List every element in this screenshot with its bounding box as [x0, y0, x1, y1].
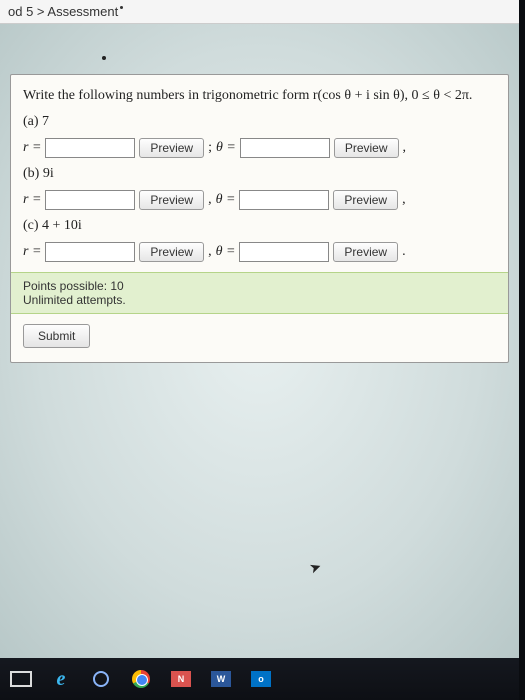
cursor-icon: ➤: [307, 559, 324, 579]
r-label: r =: [23, 244, 41, 260]
task-view-icon[interactable]: [8, 666, 34, 692]
screen-area: od 5 > Assessment Write the following nu…: [0, 0, 519, 658]
answer-row: r = Preview , θ = Preview .: [11, 238, 508, 266]
submit-area: Submit: [11, 314, 508, 362]
cortana-icon[interactable]: [88, 666, 114, 692]
r-input[interactable]: [45, 242, 135, 262]
trail: ,: [403, 140, 407, 156]
theta-input[interactable]: [239, 190, 329, 210]
separator: ;: [208, 140, 212, 156]
trail: .: [402, 244, 406, 260]
r-input[interactable]: [45, 138, 135, 158]
points-possible: Points possible: 10: [23, 279, 496, 293]
theta-label: θ =: [216, 192, 236, 208]
part-label: (b) 9i: [11, 162, 508, 186]
preview-button[interactable]: Preview: [139, 138, 204, 158]
preview-button[interactable]: Preview: [333, 190, 398, 210]
part-label: (c) 4 + 10i: [11, 214, 508, 238]
theta-label: θ =: [216, 140, 236, 156]
submit-button[interactable]: Submit: [23, 324, 90, 348]
preview-button[interactable]: Preview: [333, 242, 398, 262]
points-box: Points possible: 10 Unlimited attempts.: [11, 272, 508, 314]
theta-input[interactable]: [239, 242, 329, 262]
preview-button[interactable]: Preview: [139, 190, 204, 210]
theta-label: θ =: [216, 244, 236, 260]
preview-button[interactable]: Preview: [334, 138, 399, 158]
r-label: r =: [23, 140, 41, 156]
word-icon[interactable]: W: [208, 666, 234, 692]
answer-row: r = Preview , θ = Preview ,: [11, 186, 508, 214]
assessment-card: Write the following numbers in trigonome…: [10, 74, 509, 363]
edge-icon[interactable]: e: [48, 666, 74, 692]
attempts-info: Unlimited attempts.: [23, 293, 496, 307]
monitor-bezel: [519, 0, 525, 700]
preview-button[interactable]: Preview: [139, 242, 204, 262]
separator: ,: [208, 192, 212, 208]
chrome-icon[interactable]: [128, 666, 154, 692]
breadcrumb: od 5 > Assessment: [0, 0, 519, 24]
speck: [102, 56, 106, 60]
separator: ,: [208, 244, 212, 260]
taskbar: e N W o: [0, 658, 519, 700]
r-label: r =: [23, 192, 41, 208]
outlook-icon[interactable]: o: [248, 666, 274, 692]
part-label: (a) 7: [11, 110, 508, 134]
answer-row: r = Preview ; θ = Preview ,: [11, 134, 508, 162]
r-input[interactable]: [45, 190, 135, 210]
speck: [120, 6, 123, 9]
theta-input[interactable]: [240, 138, 330, 158]
question-text: Write the following numbers in trigonome…: [11, 75, 508, 110]
trail: ,: [402, 192, 406, 208]
app-n-icon[interactable]: N: [168, 666, 194, 692]
